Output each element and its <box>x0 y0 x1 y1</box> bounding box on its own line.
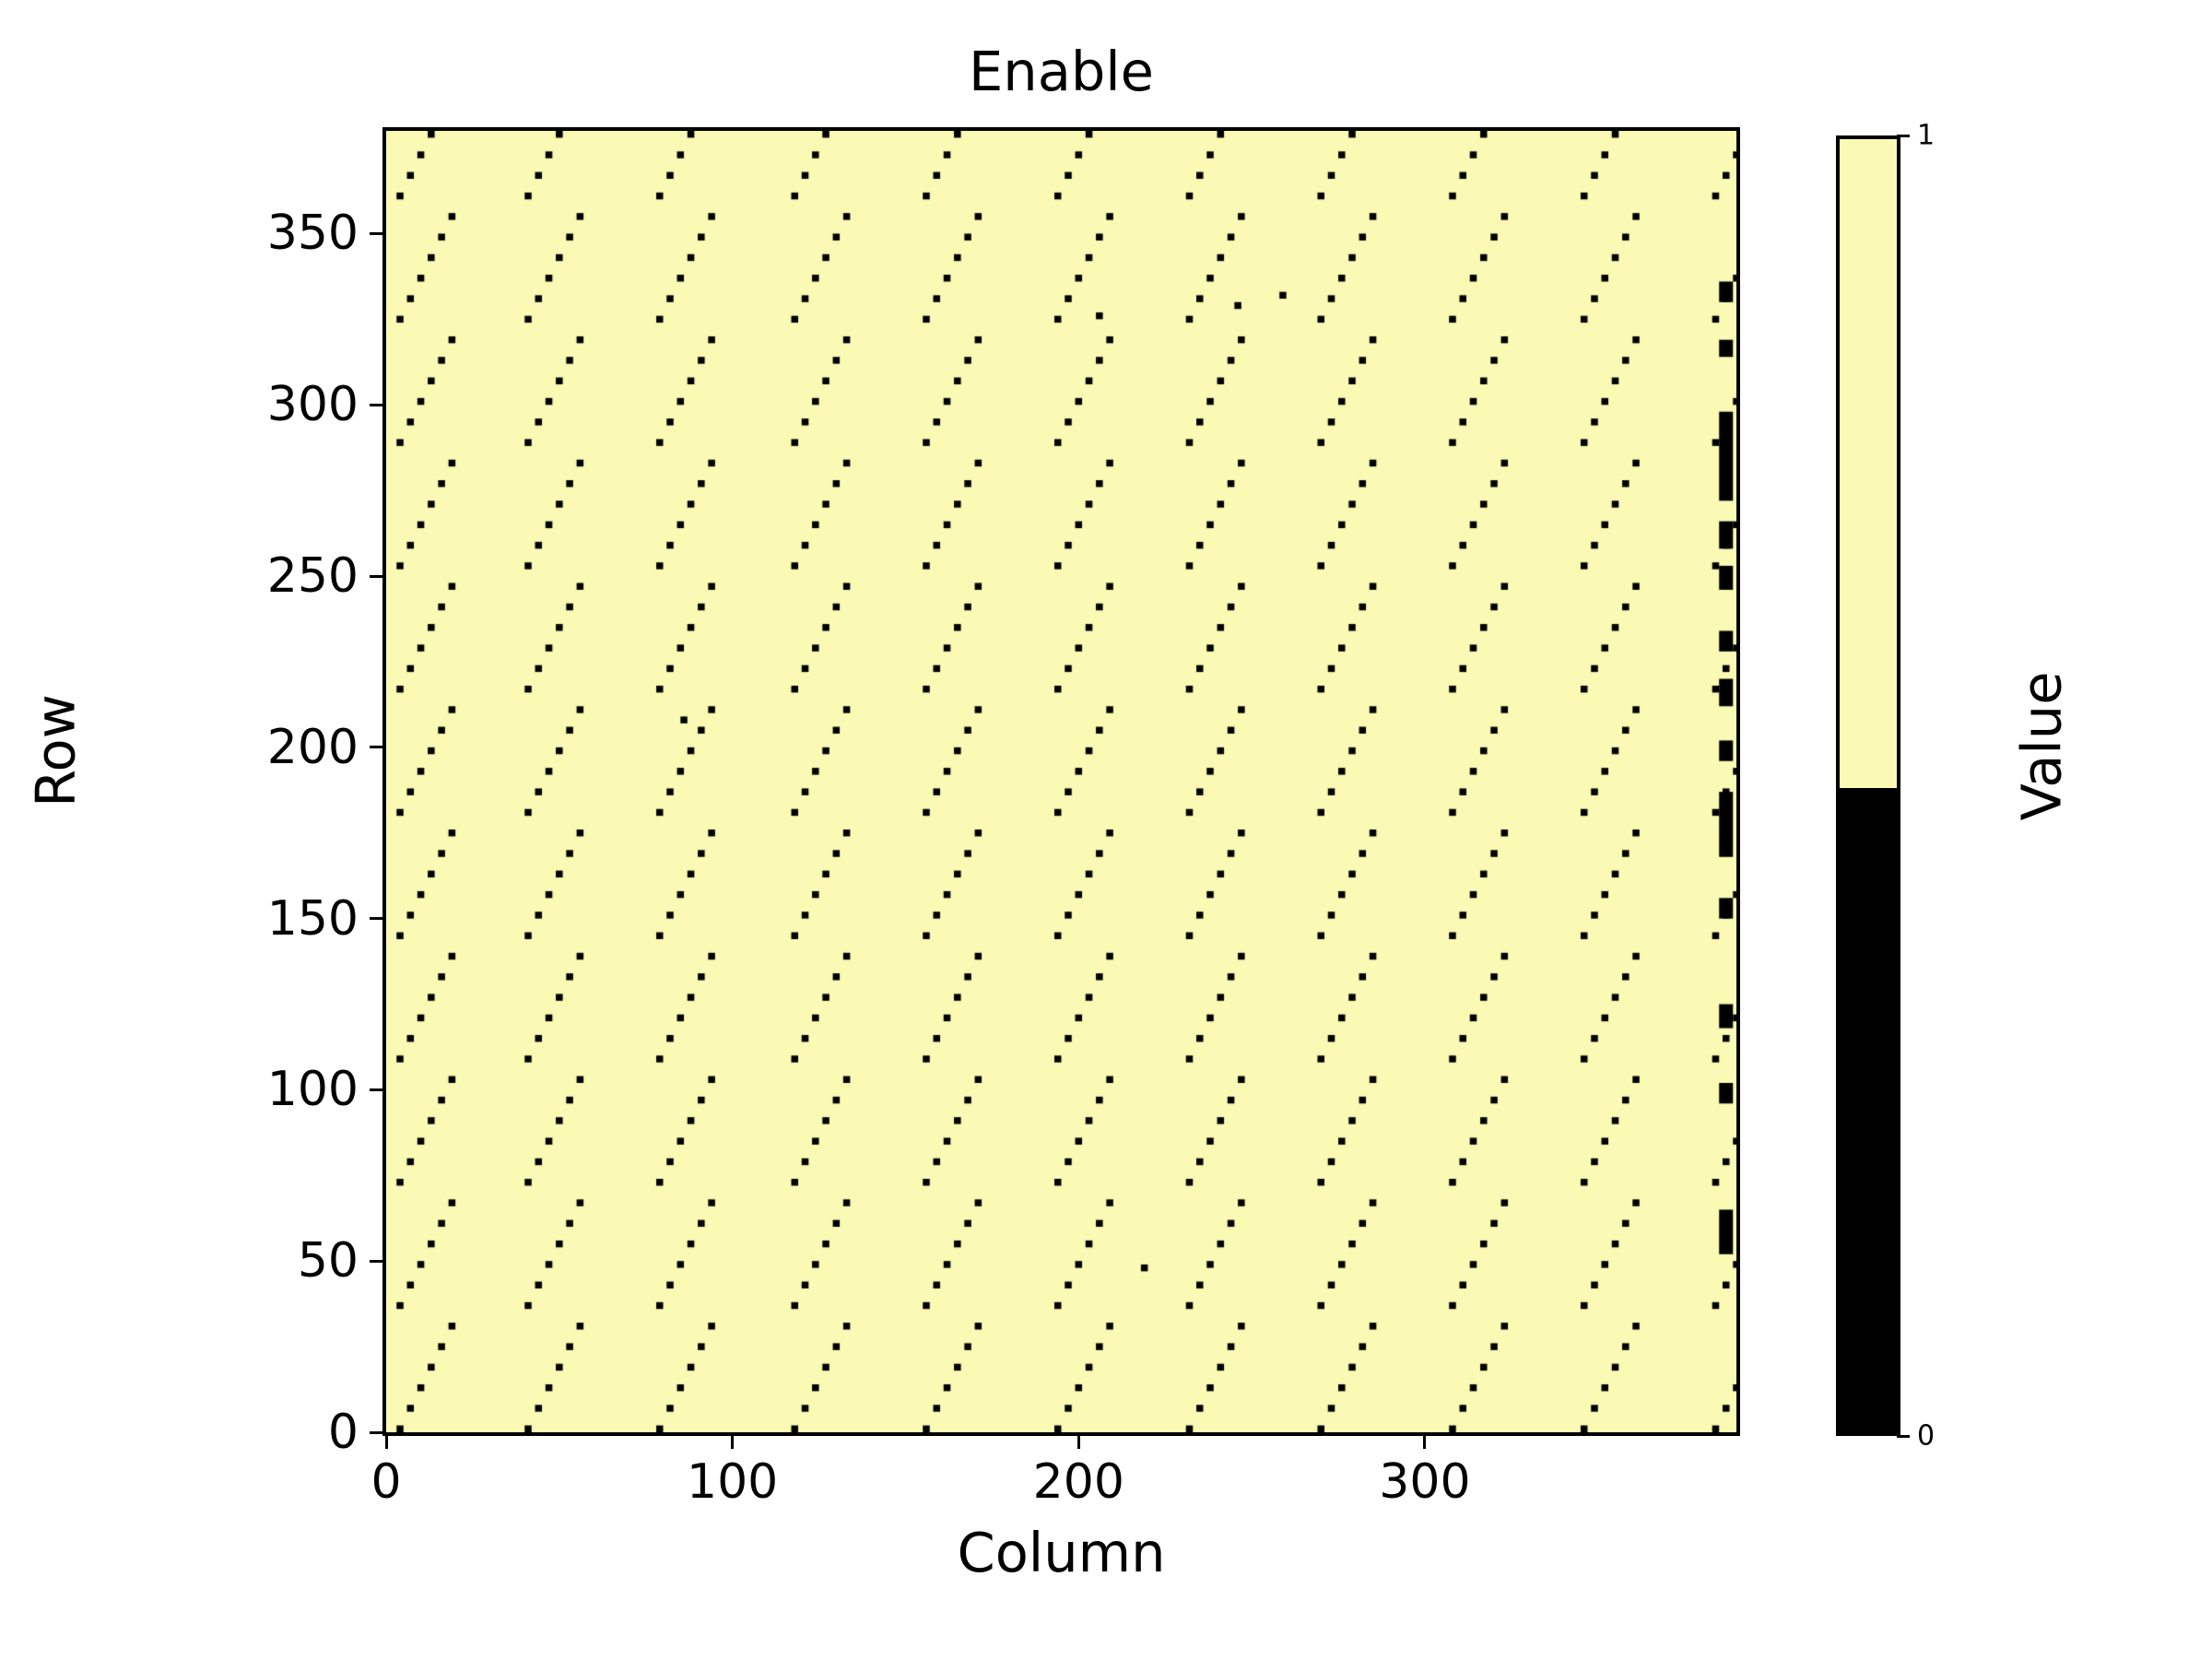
y-tick-label: 50 <box>297 1233 359 1289</box>
y-tick-mark <box>370 403 382 406</box>
y-tick-mark <box>370 746 382 749</box>
y-tick-mark <box>370 1259 382 1263</box>
y-tick-label: 350 <box>266 206 359 262</box>
colorbar-tick-label: 1 <box>1917 119 1936 152</box>
heatmap-image <box>386 131 1736 1432</box>
y-tick-label: 0 <box>327 1405 359 1460</box>
x-tick-mark <box>1423 1436 1427 1449</box>
colorbar-label: Value <box>2009 671 2074 821</box>
y-tick-mark <box>370 574 382 578</box>
y-tick-label: 100 <box>266 1062 359 1118</box>
x-tick-label: 0 <box>371 1454 402 1510</box>
x-axis-label: Column <box>957 1521 1166 1584</box>
y-tick-label: 200 <box>266 719 359 775</box>
chart-title: Enable <box>969 40 1154 103</box>
x-tick-label: 100 <box>687 1454 779 1510</box>
y-tick-label: 300 <box>266 377 359 433</box>
y-tick-mark <box>370 917 382 921</box>
y-tick-mark <box>370 1430 382 1434</box>
x-tick-label: 200 <box>1032 1454 1124 1510</box>
colorbar-low-band <box>1840 788 1897 1432</box>
y-tick-label: 150 <box>266 890 359 947</box>
colorbar-tick-label: 0 <box>1917 1419 1936 1453</box>
x-tick-label: 300 <box>1379 1454 1471 1510</box>
y-axis-label: Row <box>23 694 88 807</box>
colorbar-tick-mark <box>1897 1434 1910 1438</box>
y-tick-mark <box>370 231 382 235</box>
colorbar-high-band <box>1840 139 1897 789</box>
x-tick-mark <box>731 1436 735 1449</box>
x-tick-mark <box>384 1436 388 1449</box>
colorbar[interactable] <box>1836 135 1900 1436</box>
heatmap-plot-area[interactable] <box>382 127 1740 1436</box>
y-tick-mark <box>370 1088 382 1091</box>
x-tick-mark <box>1077 1436 1080 1449</box>
colorbar-tick-mark <box>1897 134 1910 137</box>
y-tick-label: 250 <box>266 548 359 605</box>
